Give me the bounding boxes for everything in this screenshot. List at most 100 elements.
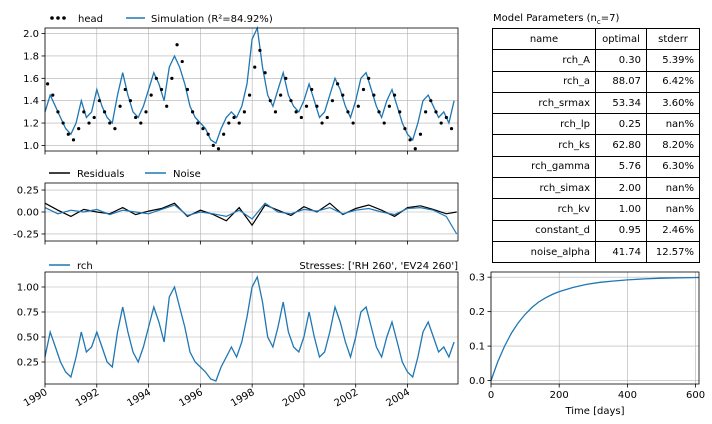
head-observation-point — [361, 87, 366, 92]
head-observation-point — [71, 138, 76, 142]
params-title: Model Parameters (nc=7) — [493, 13, 620, 26]
params-row: rch_lp 0.25 nan% — [492, 113, 700, 136]
param-name-cell: constant_d — [492, 219, 596, 242]
head-observation-point — [134, 115, 138, 120]
head-observation-point — [449, 127, 454, 131]
params-body: rch_A 0.30 5.39% rch_a 88.07 6.42% rch_srmax 53… — [492, 49, 700, 264]
head-observation-point — [175, 43, 179, 47]
head-tick-label: 1.6 — [23, 74, 39, 85]
step-ytick-label: 0.2 — [469, 307, 485, 318]
legend-residuals-label: Residuals — [77, 169, 124, 180]
head-tick-label: 1.2 — [23, 119, 39, 130]
head-observation-point — [159, 87, 164, 92]
param-stderr-cell: 8.20% — [646, 134, 700, 157]
head-observation-point — [330, 99, 335, 103]
step-ytick-label: 0.1 — [469, 342, 485, 353]
param-optimal-cell: 41.74 — [595, 240, 647, 264]
param-stderr-cell: 5.39% — [646, 49, 700, 72]
cont-tick-label: 1.00 — [17, 283, 39, 294]
head-observation-point — [284, 76, 288, 80]
legend-head-marker — [50, 16, 54, 20]
params-row: constant_d 0.95 2.46% — [492, 219, 700, 242]
residuals-panel-frame — [44, 182, 459, 242]
head-observation-point — [206, 132, 210, 136]
head-observation-point — [289, 99, 293, 103]
head-observation-point — [294, 110, 298, 114]
res-tick-label: 0.25 — [17, 186, 39, 197]
head-observation-point — [123, 87, 127, 92]
year-tick-label: 1992 — [74, 387, 102, 409]
head-observation-point — [51, 93, 55, 97]
step-ytick-label: 0.0 — [469, 376, 485, 387]
param-stderr-cell: nan% — [646, 177, 700, 200]
head-observation-point — [118, 104, 122, 108]
head-observation-point — [170, 76, 174, 80]
head-tick-label: 1.4 — [23, 96, 39, 107]
param-name-cell: rch_kv — [492, 198, 596, 221]
head-observation-point — [304, 104, 309, 108]
param-stderr-cell: nan% — [646, 198, 700, 221]
header-stderr: stderr — [646, 27, 700, 51]
head-observation-point — [66, 132, 70, 136]
head-observation-point — [341, 93, 345, 97]
year-tick-label: 2000 — [281, 387, 309, 409]
head-tick-label: 1.8 — [23, 51, 39, 62]
param-name-cell: rch_srmax — [492, 91, 596, 115]
head-observation-point — [92, 115, 96, 120]
params-row: rch_simax 2.00 nan% — [492, 177, 700, 200]
param-optimal-cell: 0.25 — [595, 113, 647, 136]
head-observation-point — [320, 121, 324, 125]
step-response-line — [490, 276, 700, 381]
param-optimal-cell: 5.76 — [595, 155, 647, 179]
simulation-line — [44, 25, 455, 145]
head-observation-point — [351, 121, 355, 125]
head-observation-point — [185, 87, 190, 92]
head-observation-point — [216, 147, 221, 151]
head-observation-point — [190, 110, 195, 114]
head-tick-label: 1.0 — [23, 141, 39, 152]
year-tick-label: 1994 — [126, 387, 154, 409]
params-row: rch_A 0.30 5.39% — [492, 49, 700, 72]
step-xtick-label: 200 — [550, 390, 569, 401]
head-observation-point — [392, 93, 397, 97]
params-row: rch_srmax 53.34 3.60% — [492, 91, 700, 115]
legend-head-marker — [62, 16, 66, 20]
head-observation-point — [102, 110, 107, 114]
head-observation-point — [372, 93, 376, 97]
head-observation-point — [279, 93, 283, 97]
head-observation-point — [77, 127, 81, 131]
param-name-cell: rch_A — [492, 49, 596, 72]
head-observation-point — [382, 121, 386, 125]
params-row: rch_ks 62.80 8.20% — [492, 134, 700, 157]
param-name-cell: rch_simax — [492, 177, 596, 200]
head-observation-point — [247, 93, 252, 97]
head-observation-point — [398, 110, 402, 114]
head-observation-point — [413, 147, 417, 151]
cont-tick-label: 0.50 — [17, 333, 39, 344]
header-name: name — [492, 27, 596, 51]
legend-rch-label: rch — [77, 261, 93, 272]
head-observation-point — [113, 127, 117, 131]
head-observation-point — [335, 82, 340, 86]
head-observation-point — [403, 127, 407, 131]
legend-noise-label: Noise — [173, 169, 201, 180]
params-table: name optimal stderr rch_A 0.30 5.39% rch_a 8… — [492, 27, 700, 264]
head-observation-point — [299, 115, 303, 120]
params-row: rch_gamma 5.76 6.30% — [492, 155, 700, 179]
param-stderr-cell: 6.30% — [646, 155, 700, 179]
year-tick-label: 2004 — [384, 387, 412, 409]
head-observation-point — [418, 132, 423, 136]
head-observation-point — [45, 82, 50, 86]
param-stderr-cell: 3.60% — [646, 91, 700, 115]
head-tick-label: 2.0 — [23, 29, 39, 40]
head-observation-point — [61, 121, 65, 125]
head-observation-point — [258, 48, 262, 52]
head-observation-point — [144, 110, 148, 114]
head-observation-point — [273, 110, 278, 114]
head-observation-point — [227, 121, 231, 125]
step-xtick-label: 600 — [686, 390, 705, 401]
cont-tick-label: 0.25 — [17, 358, 39, 369]
param-optimal-cell: 1.00 — [595, 198, 647, 221]
